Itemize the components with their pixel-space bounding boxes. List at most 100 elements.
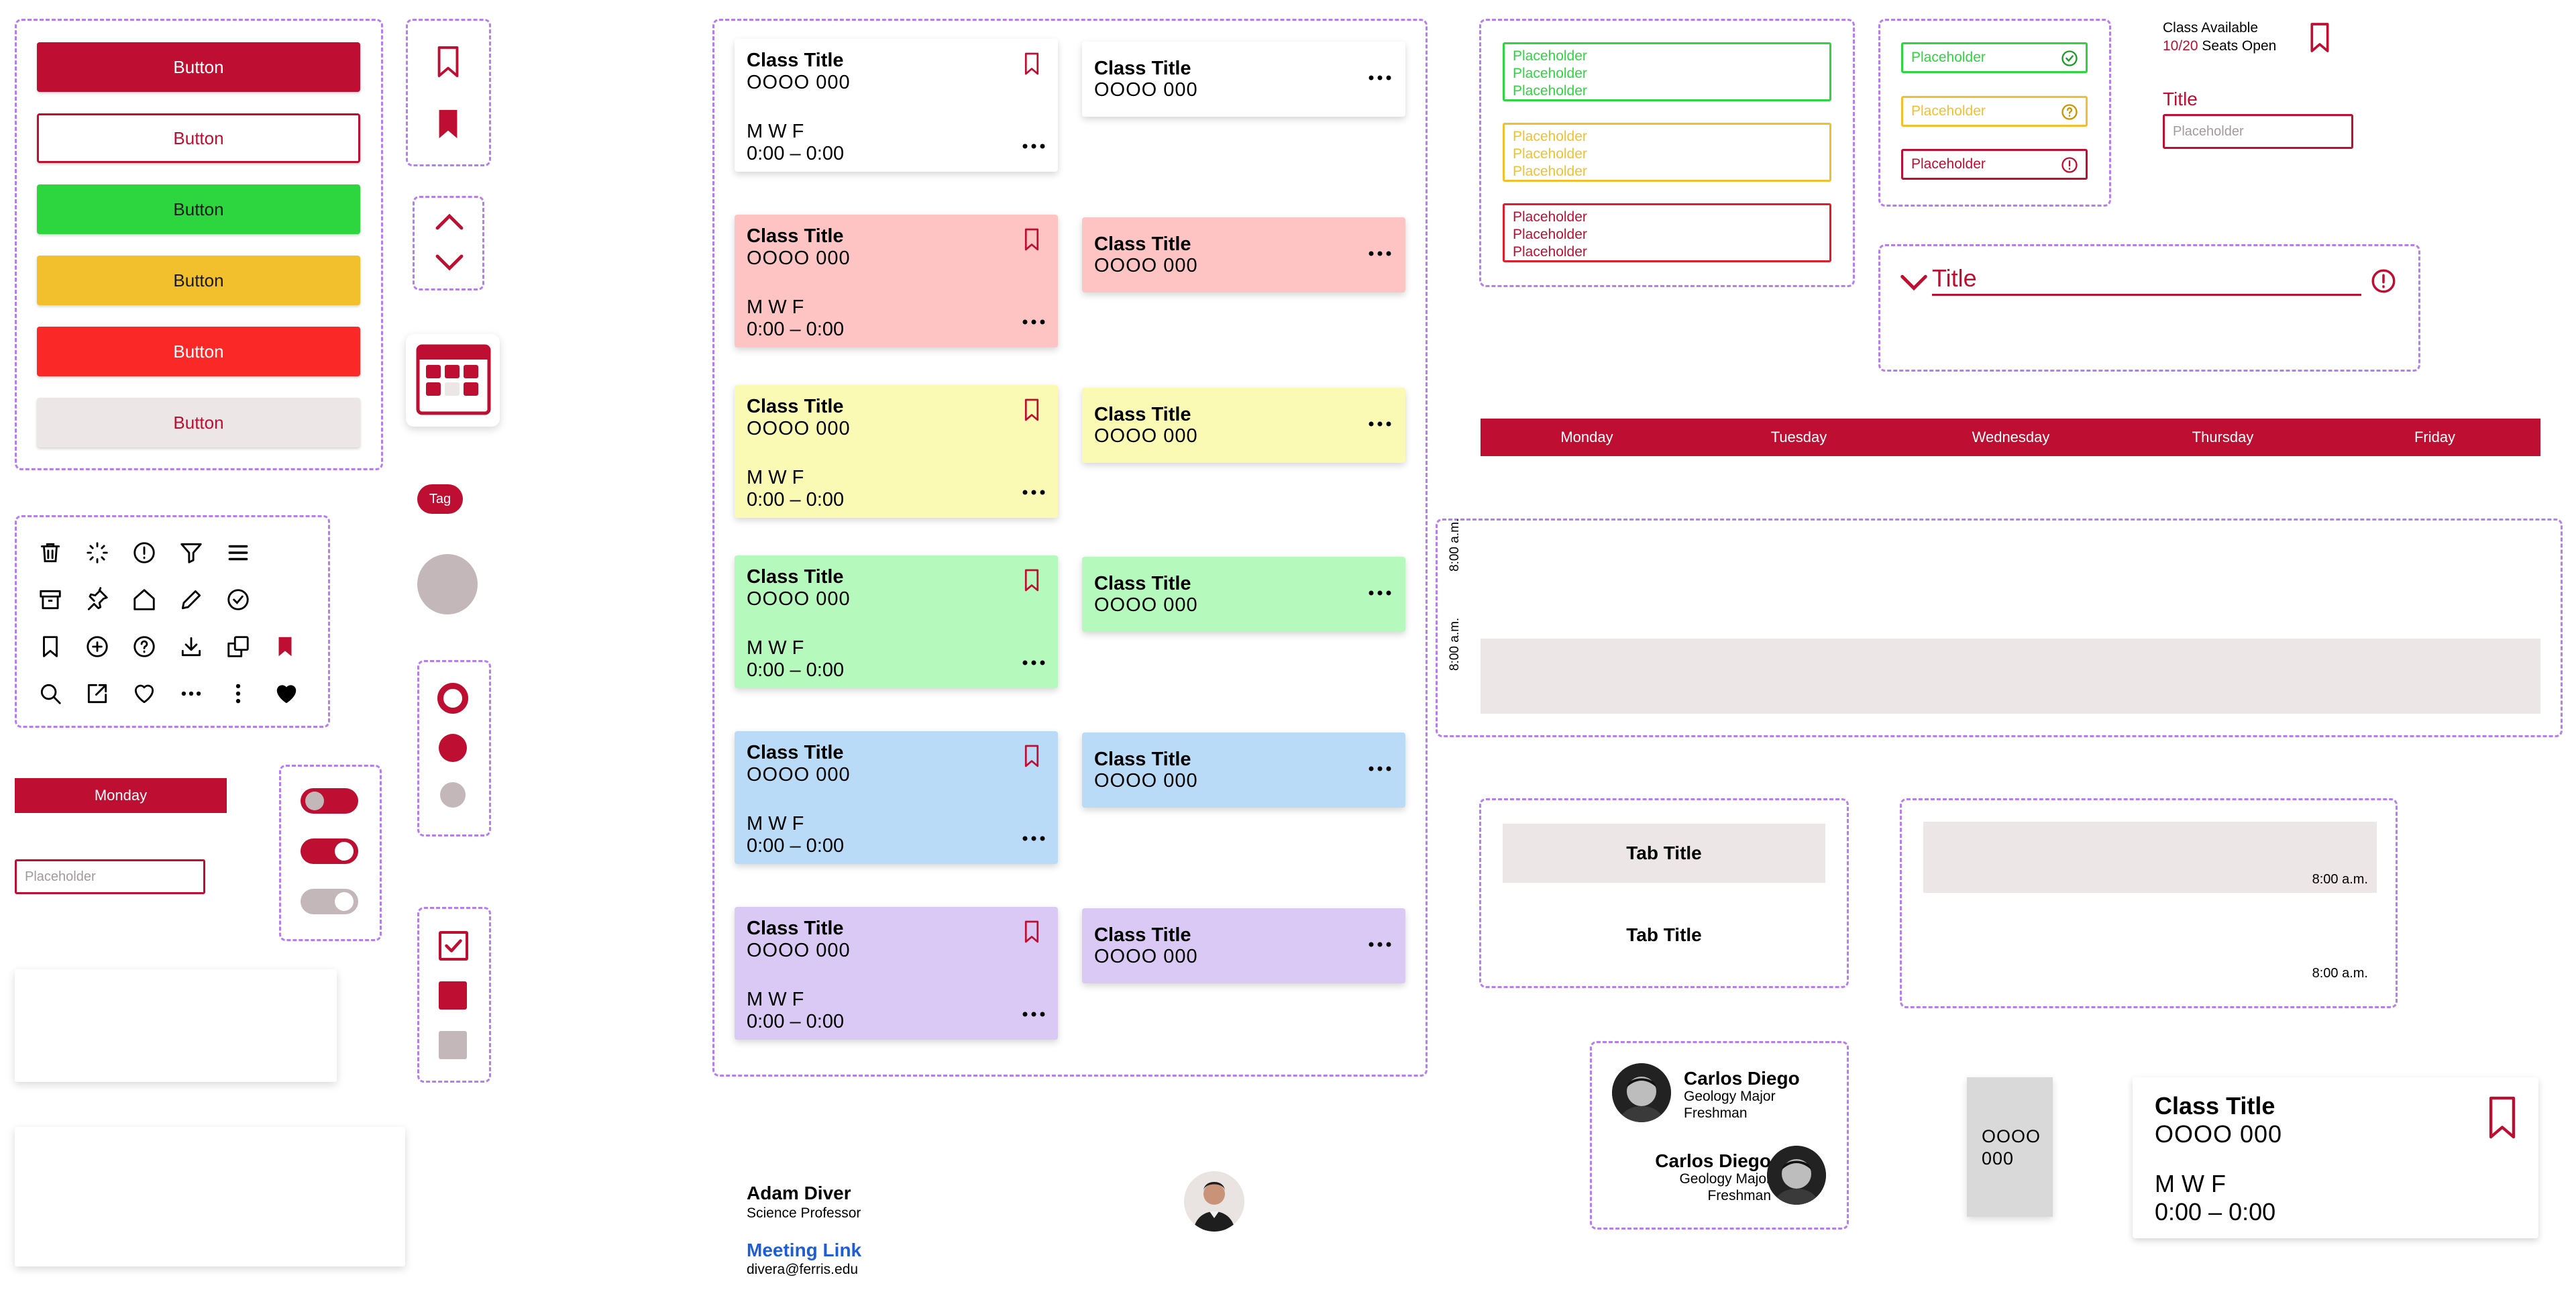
bookmark-outline-icon[interactable] (38, 634, 63, 659)
chevron-down-icon[interactable] (1898, 270, 1929, 294)
weekday-wednesday[interactable]: Wednesday (1972, 429, 2050, 445)
tag-chip[interactable]: Tag (417, 484, 463, 514)
more-horizontal-icon[interactable] (1368, 940, 1392, 948)
input-error[interactable]: Placeholder (1901, 149, 2088, 180)
bookmark-outline-icon[interactable] (1022, 227, 1042, 252)
text-input-small[interactable]: Placeholder (15, 859, 205, 894)
time-slot-highlight[interactable] (1923, 822, 2377, 893)
more-horizontal-icon[interactable] (1368, 250, 1392, 258)
more-horizontal-icon[interactable] (1368, 420, 1392, 428)
archive-icon[interactable] (38, 587, 63, 612)
weekday-monday[interactable]: Monday (1560, 429, 1613, 445)
input-warning[interactable]: Placeholder (1901, 96, 2088, 127)
menu-icon[interactable] (225, 540, 251, 565)
more-horizontal-icon[interactable] (1368, 589, 1392, 597)
class-code: OOOO 000 (1094, 255, 1198, 276)
bookmark-outline-icon[interactable] (1022, 51, 1042, 76)
bookmark-outline-icon[interactable] (2483, 1092, 2522, 1143)
danger-button[interactable]: Button (37, 327, 360, 376)
checkbox-filled[interactable] (439, 981, 467, 1010)
more-horizontal-icon[interactable] (1022, 142, 1046, 150)
more-horizontal-icon[interactable] (178, 681, 204, 706)
toggle-off[interactable] (301, 788, 358, 814)
heart-outline-icon[interactable] (131, 681, 157, 706)
class-card-compact[interactable]: Class Title OOOO 000 (1082, 733, 1405, 808)
class-card-large[interactable]: Class Title OOOO 000 M W F 0:00 – 0:00 (735, 731, 1058, 864)
time-slot-empty[interactable] (1923, 912, 2377, 983)
class-card-large[interactable]: Class Title OOOO 000 M W F 0:00 – 0:00 (735, 555, 1058, 688)
more-horizontal-icon[interactable] (1368, 74, 1392, 82)
checkbox-checked[interactable] (439, 931, 468, 961)
textarea-success[interactable]: Placeholder Placeholder Placeholder (1503, 42, 1831, 101)
student-name[interactable]: Carlos Diego (1684, 1068, 1800, 1089)
more-horizontal-icon[interactable] (1022, 1010, 1046, 1018)
toggle-on[interactable] (301, 838, 358, 864)
more-horizontal-icon[interactable] (1022, 318, 1046, 326)
copy-icon[interactable] (225, 634, 251, 659)
class-card-compact[interactable]: Class Title OOOO 000 (1082, 557, 1405, 632)
external-link-icon[interactable] (85, 681, 110, 706)
more-horizontal-icon[interactable] (1022, 659, 1046, 667)
schedule-row-empty[interactable] (1481, 534, 2540, 628)
tab-inactive[interactable]: Tab Title (1503, 906, 1825, 965)
weekday-friday[interactable]: Friday (2414, 429, 2456, 445)
textarea-warning[interactable]: Placeholder Placeholder Placeholder (1503, 123, 1831, 182)
warning-button[interactable]: Button (37, 256, 360, 305)
input-success[interactable]: Placeholder (1901, 42, 2088, 73)
bookmark-outline-icon[interactable] (1022, 743, 1042, 769)
professor-role: Science Professor (747, 1205, 861, 1221)
weekday-thursday[interactable]: Thursday (2192, 429, 2254, 445)
filter-icon[interactable] (178, 540, 204, 565)
bookmark-filled-icon[interactable] (272, 634, 298, 659)
plus-circle-icon[interactable] (85, 634, 110, 659)
download-icon[interactable] (178, 634, 204, 659)
class-card-large[interactable]: Class Title OOOO 000 M W F 0:00 – 0:00 (735, 385, 1058, 518)
radio-outline[interactable] (437, 683, 468, 714)
search-icon[interactable] (38, 681, 63, 706)
help-circle-icon[interactable] (131, 634, 157, 659)
accordion-title[interactable]: Title (1932, 264, 2361, 296)
success-button[interactable]: Button (37, 184, 360, 234)
more-horizontal-icon[interactable] (1022, 488, 1046, 496)
textarea-error[interactable]: Placeholder Placeholder Placeholder (1503, 203, 1831, 262)
student-name[interactable]: Carlos Diego (1655, 1150, 1771, 1171)
bookmark-outline-icon[interactable] (2306, 20, 2333, 55)
pencil-icon[interactable] (178, 587, 204, 612)
trash-icon[interactable] (38, 540, 63, 565)
class-card-large[interactable]: Class Title OOOO 000 M W F 0:00 – 0:00 (735, 39, 1058, 172)
more-horizontal-icon[interactable] (1368, 765, 1392, 773)
check-circle-icon[interactable] (225, 587, 251, 612)
home-icon[interactable] (131, 587, 157, 612)
meeting-link[interactable]: Meeting Link (747, 1240, 862, 1260)
class-card-compact[interactable]: Class Title OOOO 000 (1082, 217, 1405, 292)
more-vertical-icon[interactable] (225, 681, 251, 706)
more-horizontal-icon[interactable] (1022, 834, 1046, 843)
bookmark-filled-icon[interactable] (433, 106, 464, 142)
chevron-down-icon[interactable] (433, 250, 466, 276)
calendar-app-icon[interactable] (406, 334, 500, 427)
bookmark-outline-icon[interactable] (1022, 567, 1042, 593)
tab-active[interactable]: Tab Title (1503, 824, 1825, 883)
professor-email[interactable]: divera@ferris.edu (747, 1262, 859, 1277)
outline-button[interactable]: Button (37, 113, 360, 163)
class-card-compact[interactable]: Class Title OOOO 000 (1082, 42, 1405, 117)
class-card-large[interactable]: Class Title OOOO 000 M W F 0:00 – 0:00 (735, 907, 1058, 1040)
class-card-compact[interactable]: Class Title OOOO 000 (1082, 388, 1405, 463)
heart-filled-icon[interactable] (272, 681, 301, 706)
class-card-mini[interactable]: OOOO 000 (1967, 1077, 2053, 1217)
radio-filled[interactable] (439, 734, 467, 762)
class-card-featured[interactable]: Class Title OOOO 000 M W F 0:00 – 0:00 (2133, 1077, 2538, 1238)
bookmark-outline-icon[interactable] (1022, 919, 1042, 944)
pin-icon[interactable] (85, 587, 110, 612)
bookmark-outline-icon[interactable] (1022, 397, 1042, 423)
chevron-up-icon[interactable] (433, 208, 466, 235)
class-card-compact[interactable]: Class Title OOOO 000 (1082, 908, 1405, 983)
class-card-large[interactable]: Class Title OOOO 000 M W F 0:00 – 0:00 (735, 215, 1058, 347)
class-code: OOOO 000 (1094, 770, 1198, 792)
schedule-row-highlight[interactable] (1481, 639, 2540, 714)
bookmark-outline-icon[interactable] (433, 44, 464, 80)
titled-input[interactable]: Placeholder (2163, 114, 2353, 149)
weekday-tuesday[interactable]: Tuesday (1770, 429, 1827, 445)
class-title: Class Title (747, 742, 844, 763)
primary-button[interactable]: Button (37, 42, 360, 92)
